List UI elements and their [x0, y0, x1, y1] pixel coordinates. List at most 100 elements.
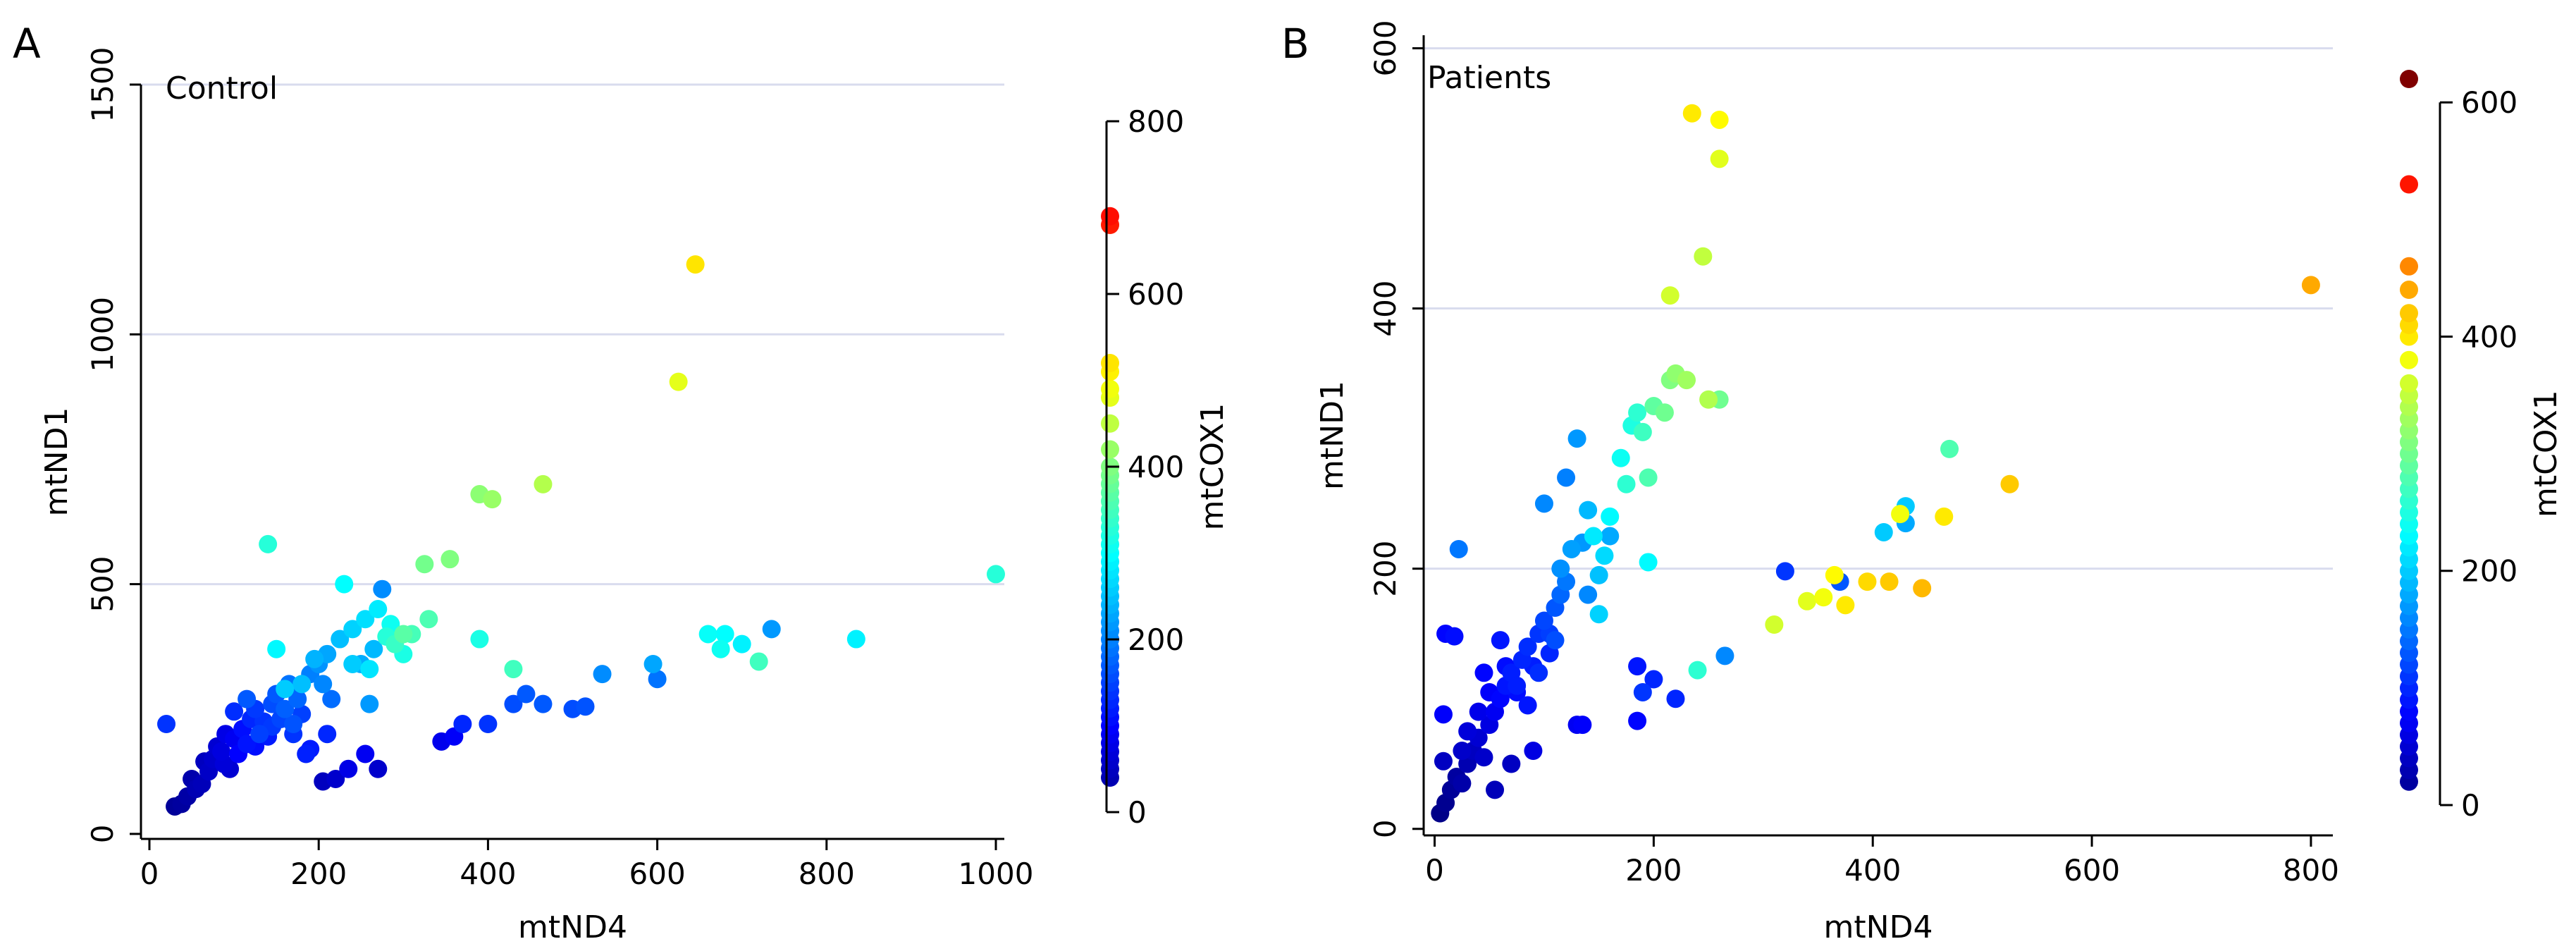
data-point: [643, 654, 663, 673]
data-point: [479, 715, 498, 734]
data-point: [1677, 371, 1696, 390]
x-tick-label: 200: [1625, 853, 1682, 888]
data-point: [1715, 646, 1734, 665]
data-point: [1529, 663, 1548, 682]
data-point: [534, 694, 553, 713]
data-point: [360, 660, 379, 679]
group-label: Patients: [1427, 60, 1551, 96]
data-point: [326, 769, 345, 788]
data-point: [1508, 676, 1527, 695]
data-point: [1797, 591, 1816, 611]
data-point: [698, 625, 717, 644]
data-point: [415, 555, 434, 574]
data-point: [1449, 539, 1468, 558]
colorbar-marker: [1101, 354, 1119, 372]
data-point: [2301, 276, 2320, 295]
data-point: [1644, 670, 1663, 689]
data-point: [1611, 448, 1630, 467]
data-point: [1534, 494, 1553, 513]
data-point: [1836, 596, 1855, 615]
data-point: [711, 639, 730, 658]
data-point: [373, 579, 392, 599]
data-point: [1688, 661, 1707, 680]
data-point: [1633, 682, 1652, 701]
data-point: [986, 565, 1005, 584]
data-point: [1601, 507, 1620, 526]
data-point: [1775, 562, 1794, 581]
colorbar-tick-label: 0: [2461, 788, 2480, 823]
y-tick-label: 500: [85, 556, 120, 613]
data-point: [1579, 501, 1598, 520]
data-point: [305, 649, 324, 668]
data-point: [1891, 505, 1910, 524]
x-axis-title: mtND4: [518, 909, 627, 945]
x-tick-label: 400: [1844, 853, 1901, 888]
data-point: [1557, 468, 1576, 487]
x-tick-label: 800: [799, 857, 855, 891]
data-point: [356, 744, 375, 763]
data-point: [1567, 429, 1586, 448]
y-tick-label: 200: [1368, 541, 1403, 597]
data-point: [470, 630, 489, 649]
colorbar-title: mtCOX1: [1195, 403, 1231, 531]
y-tick-label: 1000: [85, 297, 120, 372]
data-point: [1445, 627, 1464, 646]
data-point: [1573, 716, 1592, 735]
data-point: [1524, 742, 1543, 761]
data-point: [212, 742, 231, 761]
data-point: [1699, 390, 1718, 409]
y-tick-label: 400: [1368, 280, 1403, 336]
data-point: [504, 660, 523, 679]
colorbar-tick-label: 600: [1128, 277, 1184, 312]
x-axis-title: mtND4: [1824, 909, 1933, 945]
x-tick-label: 0: [1425, 853, 1444, 888]
data-point: [1633, 422, 1652, 441]
data-point: [284, 715, 303, 734]
colorbar-marker: [2400, 304, 2418, 323]
y-axis-title: mtND1: [39, 407, 75, 517]
data-point: [715, 625, 734, 644]
data-point: [1858, 572, 1877, 591]
data-point: [1666, 689, 1685, 708]
y-tick-label: 600: [1368, 20, 1403, 76]
data-point: [1551, 559, 1570, 578]
data-point: [1518, 696, 1537, 715]
x-tick-label: 0: [140, 857, 159, 891]
data-point: [517, 685, 536, 704]
group-label: Control: [166, 70, 278, 106]
data-point: [453, 715, 472, 734]
data-point: [1434, 705, 1453, 724]
data-point: [259, 534, 278, 553]
data-point: [276, 680, 295, 699]
x-tick-label: 200: [290, 857, 347, 891]
colorbar-marker: [1101, 414, 1119, 433]
colorbar-tick-label: 600: [2461, 85, 2518, 120]
data-point: [648, 670, 667, 689]
x-tick-label: 600: [629, 857, 686, 891]
data-point: [1628, 711, 1647, 730]
data-point: [669, 372, 688, 391]
colorbar-marker: [2400, 175, 2418, 194]
data-point: [1486, 780, 1505, 799]
data-point: [364, 639, 383, 658]
data-point: [1491, 631, 1510, 650]
data-point: [1880, 572, 1899, 591]
data-point: [369, 759, 388, 778]
data-point: [1655, 403, 1674, 422]
data-point: [343, 620, 362, 639]
data-point: [846, 630, 865, 649]
data-point: [1913, 579, 1932, 598]
data-point: [1562, 539, 1581, 558]
data-point: [1628, 657, 1647, 676]
data-point: [483, 490, 502, 509]
colorbar-tick-label: 200: [1128, 622, 1184, 657]
data-point: [1453, 774, 1472, 793]
data-point: [322, 689, 341, 708]
data-point: [238, 735, 257, 754]
data-point: [1474, 663, 1493, 682]
data-point: [369, 600, 388, 619]
data-point: [1518, 637, 1537, 656]
data-point: [335, 575, 354, 594]
data-point: [1546, 631, 1565, 650]
